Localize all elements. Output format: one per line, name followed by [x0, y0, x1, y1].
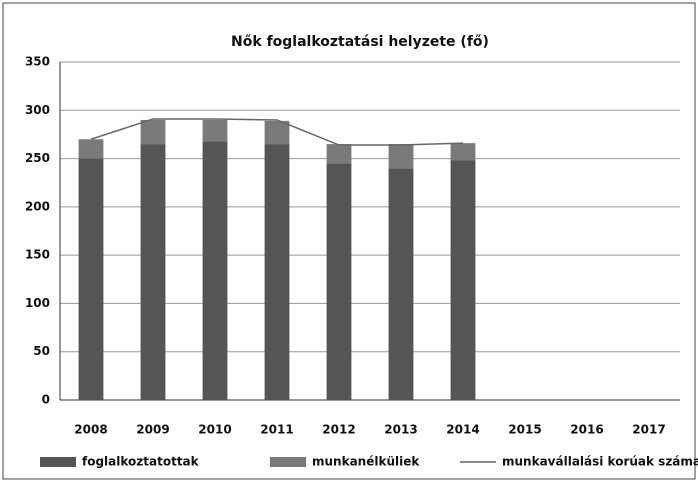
- bar-segment: [140, 144, 166, 400]
- bar-segment: [264, 144, 290, 400]
- line: [90, 118, 464, 146]
- x-tick-label: 2017: [632, 423, 665, 437]
- bar-segment: [450, 160, 476, 400]
- y-tick-label: 0: [42, 393, 50, 407]
- y-tick-label: 50: [33, 344, 50, 358]
- y-tick-label: 150: [25, 248, 50, 262]
- x-tick-label: 2015: [508, 423, 541, 437]
- legend-swatch: [40, 457, 76, 467]
- legend-label: foglalkoztatottak: [82, 455, 200, 469]
- bar-segment: [388, 168, 414, 400]
- y-tick-label: 300: [25, 103, 50, 117]
- y-tick-label: 250: [25, 151, 50, 165]
- x-tick-label: 2009: [136, 423, 169, 437]
- bar-segment: [264, 120, 290, 145]
- bar-segment: [326, 163, 352, 400]
- y-tick-label: 350: [25, 55, 50, 69]
- legend-swatch: [270, 457, 306, 467]
- bar-segment: [202, 119, 228, 142]
- x-tick-label: 2013: [384, 423, 417, 437]
- bar-segment: [140, 119, 166, 145]
- x-tick-label: 2014: [446, 423, 479, 437]
- chart-title: Nők foglalkoztatási helyzete (fő): [231, 34, 489, 50]
- y-tick-label: 100: [25, 296, 50, 310]
- legend-label: munkavállalási korúak száma: [502, 455, 698, 469]
- x-tick-label: 2008: [74, 423, 107, 437]
- y-tick-label: 200: [25, 199, 50, 213]
- bar-segment: [450, 143, 476, 161]
- bar-segment: [202, 141, 228, 400]
- bar-segment: [326, 144, 352, 164]
- bar-segment: [388, 144, 414, 169]
- x-tick-label: 2016: [570, 423, 603, 437]
- bar-segment: [78, 158, 104, 400]
- bar-segment: [78, 139, 104, 159]
- x-tick-label: 2010: [198, 423, 231, 437]
- x-tick-label: 2011: [260, 423, 293, 437]
- legend-label: munkanélküliek: [312, 455, 420, 469]
- x-tick-label: 2012: [322, 423, 355, 437]
